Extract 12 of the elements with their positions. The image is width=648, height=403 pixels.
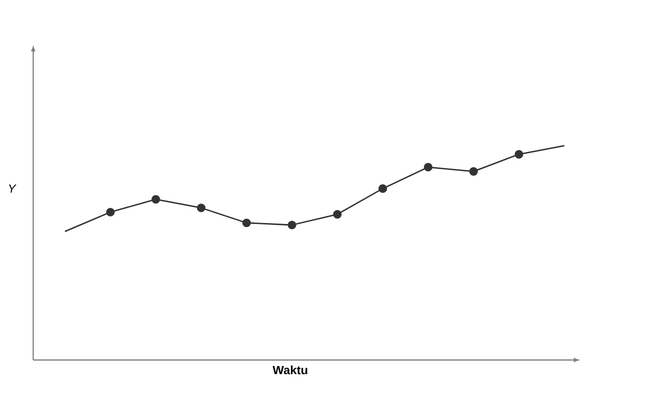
point <box>333 210 342 219</box>
point <box>196 204 206 212</box>
point <box>514 150 524 159</box>
y-axis-title: Y <box>8 184 16 193</box>
point <box>424 162 432 172</box>
point <box>288 220 296 230</box>
point <box>469 167 478 176</box>
point <box>378 184 388 193</box>
point <box>152 194 160 204</box>
point <box>242 218 251 228</box>
point <box>106 208 115 216</box>
x-axis-title: Waktu <box>272 366 308 374</box>
